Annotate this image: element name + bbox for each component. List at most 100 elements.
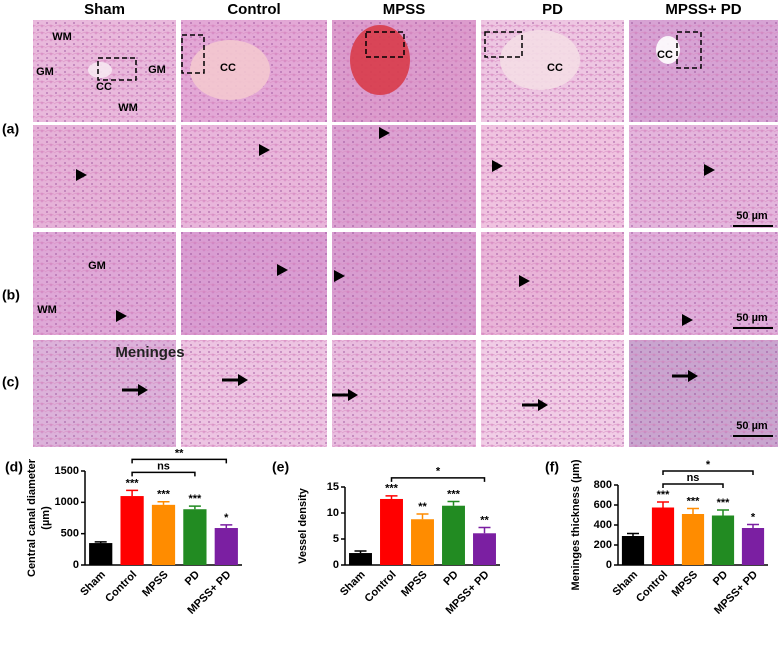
region-label: GM bbox=[88, 260, 106, 272]
y-axis-label: (µm) bbox=[40, 506, 52, 530]
arrowhead bbox=[277, 264, 288, 276]
central-canal bbox=[500, 30, 580, 90]
error-bar bbox=[657, 501, 669, 508]
central-canal bbox=[88, 62, 112, 78]
significance-label: *** bbox=[657, 489, 671, 501]
micrograph-texture bbox=[181, 125, 327, 228]
error-bar bbox=[416, 513, 429, 520]
central-canal bbox=[656, 36, 680, 64]
arrow bbox=[138, 384, 148, 396]
row-label: (a) bbox=[2, 121, 19, 137]
error-bar bbox=[747, 523, 759, 528]
micrograph-texture bbox=[629, 340, 778, 447]
y-tick-label: 600 bbox=[594, 499, 612, 511]
zoom-box bbox=[97, 57, 137, 81]
x-tick-label: PD bbox=[183, 569, 202, 588]
micrograph-texture bbox=[181, 340, 327, 447]
x-tick-label: Control bbox=[103, 569, 139, 605]
significance-label: *** bbox=[447, 488, 461, 500]
y-tick-label: 0 bbox=[73, 559, 79, 571]
y-tick-label: 0 bbox=[606, 559, 612, 571]
bar bbox=[214, 528, 238, 565]
y-tick-label: 400 bbox=[594, 519, 612, 531]
arrow bbox=[238, 374, 248, 386]
comparison-bracket bbox=[131, 471, 196, 477]
significance-label: *** bbox=[126, 477, 140, 489]
bar bbox=[651, 507, 675, 565]
region-label: CC bbox=[657, 49, 673, 61]
y-tick-label: 10 bbox=[327, 507, 339, 519]
x-tick-label: PD bbox=[711, 569, 730, 588]
arrowhead bbox=[519, 275, 530, 287]
bar bbox=[711, 515, 735, 565]
micrograph-texture bbox=[33, 125, 176, 228]
x-tick-label: MPSS bbox=[399, 569, 430, 600]
significance-label: ** bbox=[418, 501, 427, 513]
x-tick-label: MPSS bbox=[670, 569, 701, 600]
region-label: WM bbox=[37, 304, 57, 316]
error-bar bbox=[447, 500, 460, 506]
bar bbox=[442, 505, 465, 565]
arrow bbox=[688, 370, 698, 382]
y-tick-label: 1500 bbox=[55, 465, 79, 477]
micrograph-texture bbox=[481, 232, 624, 335]
arrow bbox=[348, 389, 358, 401]
x-tick-label: Sham bbox=[78, 569, 108, 599]
comparison-bracket bbox=[131, 458, 228, 464]
column-header: Sham bbox=[84, 1, 125, 18]
significance-label: *** bbox=[717, 497, 731, 509]
arrowhead bbox=[334, 270, 345, 282]
micrograph-texture bbox=[481, 340, 624, 447]
arrowhead bbox=[379, 127, 390, 139]
column-header: PD bbox=[542, 1, 563, 18]
significance-label: *** bbox=[385, 483, 399, 495]
bar bbox=[120, 496, 144, 565]
scale-bar-label: 50 µm bbox=[736, 312, 768, 324]
bar bbox=[681, 514, 705, 565]
micrograph-texture bbox=[629, 125, 778, 228]
panel-label: (d) bbox=[5, 459, 23, 475]
y-tick-label: 5 bbox=[333, 533, 339, 545]
micrograph-texture bbox=[332, 340, 476, 447]
x-tick-label: Control bbox=[634, 569, 670, 605]
region-label: GM bbox=[36, 66, 54, 78]
x-tick-label: PD bbox=[441, 569, 460, 588]
column-header: Control bbox=[227, 1, 280, 18]
bar bbox=[741, 528, 765, 565]
significance-label: ** bbox=[480, 514, 489, 526]
bar bbox=[473, 533, 496, 565]
bar bbox=[380, 498, 403, 565]
significance-label: *** bbox=[188, 493, 202, 505]
panel-label: (e) bbox=[272, 459, 289, 475]
error-bar bbox=[220, 524, 233, 529]
micrograph-texture bbox=[629, 232, 778, 335]
micrograph-texture bbox=[481, 125, 624, 228]
arrow bbox=[538, 399, 548, 411]
zoom-box bbox=[181, 34, 205, 74]
region-label: CC bbox=[96, 81, 112, 93]
bar bbox=[411, 519, 434, 565]
comparison-bracket bbox=[390, 477, 486, 482]
error-bar bbox=[157, 500, 170, 505]
comparison-label: * bbox=[436, 466, 441, 478]
significance-label: *** bbox=[157, 489, 171, 501]
error-bar bbox=[717, 509, 729, 516]
zoom-box bbox=[365, 31, 405, 58]
comparison-label: ** bbox=[175, 447, 184, 459]
significance-label: * bbox=[224, 512, 229, 524]
comparison-bracket bbox=[662, 470, 754, 475]
x-tick-label: MPSS bbox=[140, 569, 171, 600]
micrograph-texture bbox=[33, 232, 176, 335]
region-label: WM bbox=[52, 31, 72, 43]
scale-bar-label: 50 µm bbox=[736, 210, 768, 222]
arrowhead bbox=[76, 169, 87, 181]
region-label: CC bbox=[547, 62, 563, 74]
error-bar bbox=[478, 526, 491, 534]
error-bar bbox=[687, 507, 699, 514]
zoom-box bbox=[484, 31, 523, 58]
comparison-label: ns bbox=[157, 460, 170, 472]
comparison-label: * bbox=[706, 459, 711, 471]
micrograph-texture bbox=[181, 232, 327, 335]
comparison-label: ns bbox=[687, 472, 700, 484]
